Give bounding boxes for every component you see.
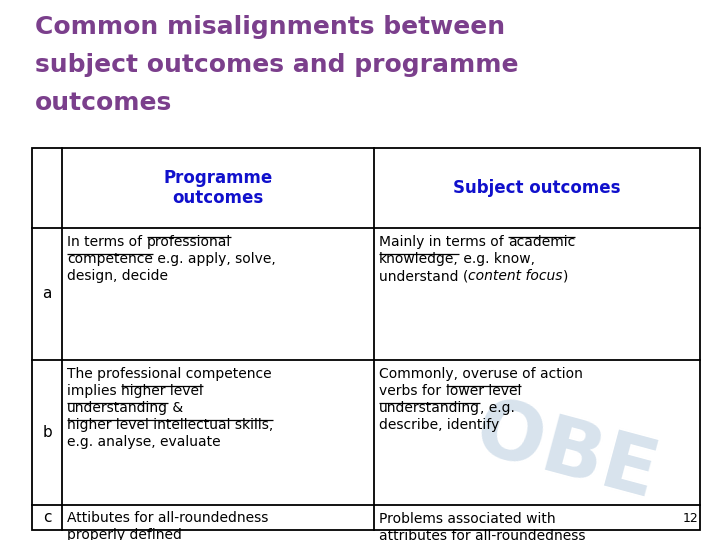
Text: higher level: higher level	[121, 384, 203, 398]
Text: design, decide: design, decide	[67, 269, 168, 283]
Text: lower level: lower level	[446, 384, 521, 398]
Text: e.g. analyse, evaluate: e.g. analyse, evaluate	[67, 435, 220, 449]
Text: properly defined: properly defined	[67, 528, 182, 540]
Text: 12: 12	[683, 512, 698, 525]
Bar	[32, 148, 700, 530]
Text: professional: professional	[146, 235, 230, 249]
Text: OBE: OBE	[467, 393, 665, 516]
Text: subject outcomes and programme: subject outcomes and programme	[35, 53, 518, 77]
Text: verbs for: verbs for	[379, 384, 446, 398]
Text: &: &	[168, 401, 183, 415]
Text: outcomes: outcomes	[35, 91, 172, 115]
Text: higher level intellectual skills,: higher level intellectual skills,	[67, 418, 274, 432]
Text: Programme
outcomes: Programme outcomes	[163, 169, 273, 207]
Text: e.g. know,: e.g. know,	[459, 252, 535, 266]
Text: academic: academic	[508, 235, 575, 249]
Text: understanding: understanding	[379, 401, 480, 415]
Text: a: a	[42, 287, 52, 301]
Text: , e.g.: , e.g.	[480, 401, 515, 415]
Text: In terms of: In terms of	[67, 235, 146, 249]
Text: understand (: understand (	[379, 269, 469, 283]
Text: Mainly in terms of: Mainly in terms of	[379, 235, 508, 249]
Text: ): )	[563, 269, 568, 283]
Text: content focus: content focus	[469, 269, 563, 283]
Text: understanding: understanding	[67, 401, 168, 415]
Text: Attibutes for all-roundedness: Attibutes for all-roundedness	[67, 510, 269, 524]
Text: b: b	[42, 425, 52, 440]
Text: knowledge,: knowledge,	[379, 252, 459, 266]
Text: describe, identify: describe, identify	[379, 418, 499, 432]
Text: Problems associated with: Problems associated with	[379, 512, 556, 526]
Text: competence: competence	[67, 252, 153, 266]
Text: Common misalignments between: Common misalignments between	[35, 15, 505, 39]
Text: c: c	[42, 510, 51, 525]
Text: Commonly, overuse of action: Commonly, overuse of action	[379, 367, 583, 381]
Text: The professional competence: The professional competence	[67, 367, 271, 381]
Text: implies: implies	[67, 384, 121, 398]
Text: e.g. apply, solve,: e.g. apply, solve,	[153, 252, 276, 266]
Text: Subject outcomes: Subject outcomes	[454, 179, 621, 197]
Text: attributes for all-roundedness: attributes for all-roundedness	[379, 529, 585, 540]
